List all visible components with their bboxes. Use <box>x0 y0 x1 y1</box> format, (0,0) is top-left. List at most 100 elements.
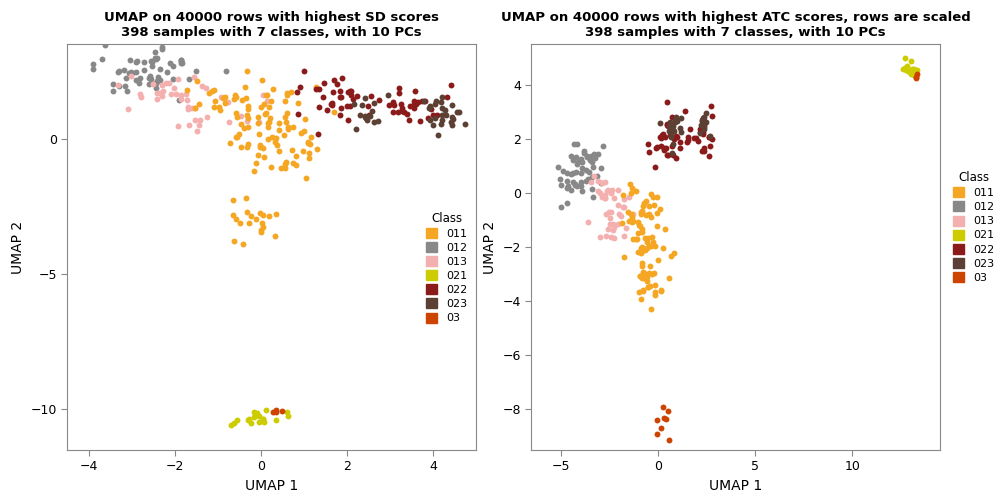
Point <box>458 120 474 128</box>
Point <box>595 142 611 150</box>
Point <box>673 113 689 121</box>
Point <box>703 132 719 140</box>
Point <box>236 124 252 133</box>
Point <box>159 68 175 76</box>
Point <box>343 87 359 95</box>
Point <box>241 415 257 423</box>
Point <box>385 98 401 106</box>
Point <box>624 218 640 226</box>
Point <box>654 131 670 139</box>
Point <box>605 185 621 194</box>
Point <box>669 117 685 125</box>
Point <box>686 134 703 142</box>
Point <box>237 83 253 91</box>
Point <box>902 70 918 78</box>
Point <box>594 193 610 201</box>
Point <box>616 231 632 239</box>
Point <box>251 118 267 126</box>
Point <box>267 138 283 146</box>
Point <box>559 184 576 193</box>
Point <box>212 105 228 113</box>
Point <box>642 282 658 290</box>
Point <box>668 132 684 140</box>
Point <box>640 234 656 242</box>
Point <box>110 68 126 76</box>
Point <box>273 164 289 172</box>
Point <box>598 232 614 240</box>
Point <box>371 96 387 104</box>
Point <box>697 121 713 129</box>
Point <box>238 194 254 202</box>
Point <box>633 249 649 257</box>
Point <box>600 186 616 195</box>
Point <box>597 194 613 202</box>
Point <box>614 212 630 220</box>
Point <box>694 147 710 155</box>
Point <box>158 79 174 87</box>
Point <box>290 99 306 107</box>
Point <box>333 104 349 112</box>
Point <box>652 205 668 213</box>
Point <box>170 95 186 103</box>
Point <box>255 153 271 161</box>
Point <box>695 128 711 136</box>
Point <box>181 121 198 129</box>
Point <box>97 41 113 49</box>
Point <box>661 127 677 135</box>
Point <box>386 101 402 109</box>
Point <box>295 147 311 155</box>
Point <box>633 208 649 216</box>
Point <box>299 140 316 148</box>
Point <box>641 269 657 277</box>
Point <box>324 101 340 109</box>
Point <box>232 219 248 227</box>
Point <box>366 99 382 107</box>
Point <box>131 79 147 87</box>
Point <box>296 127 312 135</box>
Point <box>680 136 697 144</box>
Point <box>234 143 250 151</box>
Point <box>649 416 665 424</box>
Point <box>148 79 164 87</box>
Point <box>268 416 284 424</box>
Point <box>584 185 600 193</box>
Point <box>204 87 220 95</box>
Point <box>366 117 382 125</box>
Point <box>695 131 711 139</box>
Point <box>263 163 279 171</box>
Point <box>401 116 417 124</box>
Point <box>297 115 313 123</box>
Point <box>132 90 148 98</box>
Point <box>554 167 571 175</box>
Point <box>644 271 660 279</box>
Point <box>243 419 259 427</box>
Point <box>349 92 365 100</box>
Point <box>222 140 238 148</box>
Point <box>252 209 268 217</box>
Point <box>362 112 378 120</box>
Point <box>284 147 300 155</box>
Point <box>279 408 295 416</box>
Point <box>908 75 924 83</box>
Point <box>252 143 268 151</box>
Point <box>166 84 182 92</box>
Point <box>610 220 626 228</box>
Point <box>364 106 380 114</box>
Point <box>258 91 274 99</box>
Point <box>241 102 257 110</box>
Point <box>229 416 245 424</box>
Point <box>262 114 278 122</box>
Point <box>177 90 194 98</box>
Point <box>655 131 671 139</box>
Point <box>689 137 706 145</box>
Point <box>226 95 242 103</box>
Point <box>637 246 653 254</box>
Point <box>228 108 244 116</box>
Point <box>416 97 432 105</box>
Point <box>653 424 669 432</box>
Point <box>226 419 242 427</box>
Point <box>153 45 169 53</box>
Point <box>636 269 652 277</box>
Point <box>590 187 606 195</box>
Point <box>605 226 621 234</box>
